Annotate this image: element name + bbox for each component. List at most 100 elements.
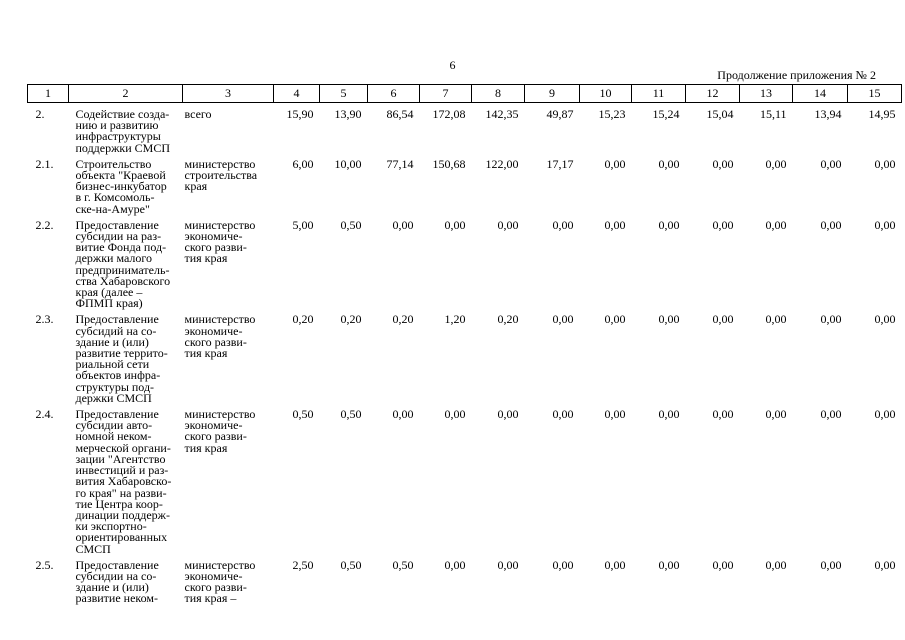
value-cell: 0,00 xyxy=(552,557,574,572)
activity-name-cell: Предоставление субсидии авто- номной нек… xyxy=(75,407,172,556)
value-cell: 0,00 xyxy=(874,156,896,171)
value-cell: 0,00 xyxy=(765,557,787,572)
table-row: 2.1. Строительство объекта "Краевой бизне… xyxy=(28,155,902,216)
continuation-label: Продолжение приложения № 2 xyxy=(717,68,876,82)
column-number-header: 6 xyxy=(367,84,420,103)
row-number-cell: 2.3. xyxy=(35,312,54,327)
column-number-header: 4 xyxy=(273,84,320,103)
value-cell: 6,00 xyxy=(292,156,314,171)
value-cell: 0,00 xyxy=(444,557,466,572)
value-cell: 0,00 xyxy=(820,407,842,422)
value-cell: 0,20 xyxy=(292,312,314,327)
column-number-header: 11 xyxy=(631,84,686,103)
value-cell: 0,00 xyxy=(497,217,519,232)
column-number-header: 3 xyxy=(182,84,274,103)
value-cell: 0,00 xyxy=(820,557,842,572)
value-cell: 0,50 xyxy=(340,557,362,572)
column-number-header: 10 xyxy=(579,84,632,103)
value-cell: 15,04 xyxy=(706,107,734,121)
value-cell: 0,20 xyxy=(340,312,362,327)
activity-name-cell: Предоставление субсидии на раз- витие Фо… xyxy=(75,217,171,311)
row-number-cell: 2.5. xyxy=(35,557,54,572)
value-cell: 0,00 xyxy=(444,407,466,422)
value-cell: 0,00 xyxy=(552,312,574,327)
value-cell: 150,68 xyxy=(432,156,466,171)
value-cell: 0,00 xyxy=(658,312,680,327)
page-number: 6 xyxy=(449,58,456,72)
activity-name-cell: Предоставление субсидий на со- здание и … xyxy=(75,312,168,405)
value-cell: 15,24 xyxy=(652,107,680,121)
value-cell: 172,08 xyxy=(432,107,466,121)
value-cell: 14,95 xyxy=(868,107,896,121)
value-cell: 0,00 xyxy=(874,557,896,572)
value-cell: 0,00 xyxy=(765,156,787,171)
column-number-header: 5 xyxy=(319,84,368,103)
value-cell: 1,20 xyxy=(444,312,466,327)
column-number-header: 8 xyxy=(471,84,525,103)
activity-name-cell: Предоставление субсидии на со- здание и … xyxy=(75,557,159,606)
value-cell: 10,00 xyxy=(334,156,362,171)
row-number-cell: 2.2. xyxy=(35,217,54,232)
value-cell: 0,50 xyxy=(292,407,314,422)
value-cell: 0,00 xyxy=(392,407,414,422)
value-cell: 0,00 xyxy=(497,557,519,572)
value-cell: 0,50 xyxy=(340,407,362,422)
value-cell: 0,00 xyxy=(604,407,626,422)
value-cell: 0,00 xyxy=(712,217,734,232)
value-cell: 0,00 xyxy=(552,217,574,232)
value-cell: 0,00 xyxy=(392,217,414,232)
column-number-row: 1 2 3 4 5 6 7 8 9 10 11 12 13 14 15 xyxy=(27,84,902,103)
value-cell: 142,35 xyxy=(485,107,519,121)
table-row: 2.3. Предоставление субсидий на со- здани… xyxy=(28,310,902,405)
value-cell: 0,00 xyxy=(765,312,787,327)
executor-cell: министерство экономиче- ского разви- тия… xyxy=(184,217,256,266)
value-cell: 5,00 xyxy=(292,217,314,232)
value-cell: 86,54 xyxy=(386,107,414,121)
value-cell: 0,00 xyxy=(874,407,896,422)
value-cell: 0,00 xyxy=(712,407,734,422)
value-cell: 0,50 xyxy=(340,217,362,232)
activity-name-cell: Строительство объекта "Краевой бизнес-ин… xyxy=(75,156,167,216)
value-cell: 13,90 xyxy=(334,107,362,121)
value-cell: 15,90 xyxy=(286,107,314,121)
value-cell: 0,00 xyxy=(604,156,626,171)
executor-cell: министерство экономиче- ского разви- тия… xyxy=(184,312,256,361)
value-cell: 0,00 xyxy=(604,557,626,572)
value-cell: 0,00 xyxy=(712,312,734,327)
value-cell: 0,00 xyxy=(820,217,842,232)
executor-cell: всего xyxy=(184,107,212,121)
row-number-cell: 2.4. xyxy=(35,407,54,422)
table-header: 1 2 3 4 5 6 7 8 9 10 11 12 13 14 15 xyxy=(27,84,902,103)
value-cell: 0,20 xyxy=(497,312,519,327)
value-cell: 0,00 xyxy=(604,217,626,232)
value-cell: 0,00 xyxy=(712,156,734,171)
value-cell: 122,00 xyxy=(485,156,519,171)
value-cell: 15,11 xyxy=(759,107,787,121)
value-cell: 0,00 xyxy=(658,156,680,171)
value-cell: 0,50 xyxy=(392,557,414,572)
value-cell: 0,00 xyxy=(658,217,680,232)
executor-cell: министерство экономиче- ского разви- тия… xyxy=(184,557,256,606)
value-cell: 2,50 xyxy=(292,557,314,572)
column-number-header: 1 xyxy=(27,84,69,103)
value-cell: 77,14 xyxy=(386,156,414,171)
value-cell: 0,20 xyxy=(392,312,414,327)
value-cell: 0,00 xyxy=(552,407,574,422)
value-cell: 0,00 xyxy=(497,407,519,422)
column-number-header: 14 xyxy=(792,84,848,103)
executor-cell: министерство строительства края xyxy=(184,156,258,194)
row-number-cell: 2.1. xyxy=(35,156,54,171)
value-cell: 0,00 xyxy=(658,557,680,572)
table-body: 2. Содействие созда- нию и развитию инфра… xyxy=(28,103,902,606)
value-cell: 17,17 xyxy=(546,156,574,171)
value-cell: 15,23 xyxy=(598,107,626,121)
column-number-header: 13 xyxy=(739,84,793,103)
row-number-cell: 2. xyxy=(35,107,45,121)
value-cell: 0,00 xyxy=(604,312,626,327)
value-cell: 13,94 xyxy=(814,107,842,121)
value-cell: 0,00 xyxy=(658,407,680,422)
table-row: 2. Содействие созда- нию и развитию инфра… xyxy=(28,103,902,155)
value-cell: 0,00 xyxy=(765,407,787,422)
value-cell: 0,00 xyxy=(820,312,842,327)
table-row: 2.4. Предоставление субсидии авто- номной… xyxy=(28,405,902,556)
